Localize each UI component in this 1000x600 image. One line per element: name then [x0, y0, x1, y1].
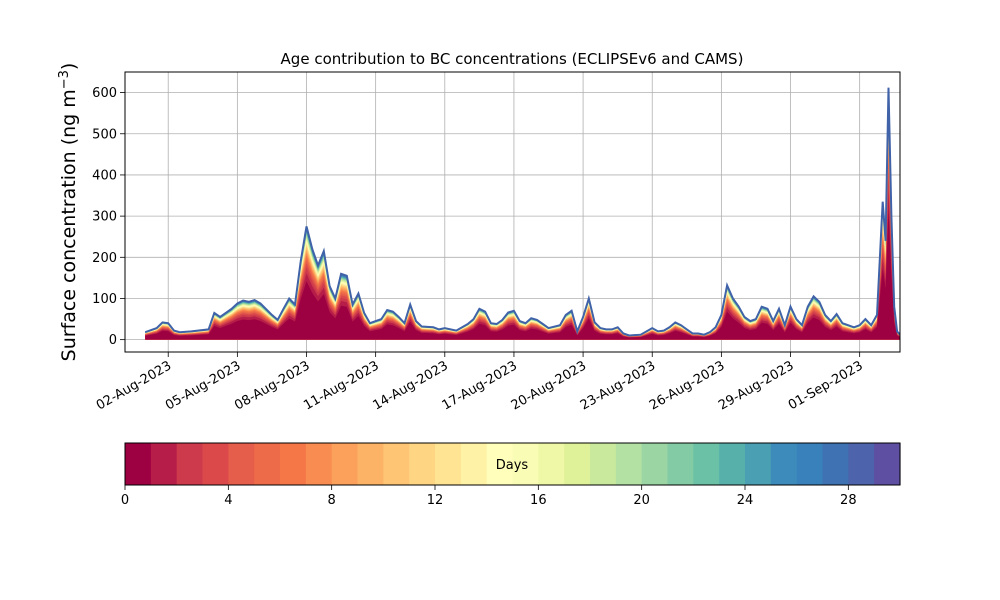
y-tick-label: 200: [92, 251, 117, 266]
colorbar-segment: [538, 443, 565, 485]
y-tick-label: 100: [92, 292, 117, 307]
colorbar-segment: [615, 443, 643, 485]
age-band-0: [145, 209, 900, 340]
colorbar-segment: [331, 443, 359, 485]
colorbar-segment: [719, 443, 746, 485]
y-tick-label: 400: [92, 168, 117, 183]
total-concentration-line: [144, 87, 900, 337]
colorbar-segment: [228, 443, 255, 485]
colorbar-segment: [254, 443, 281, 485]
colorbar-segment: [125, 443, 152, 485]
plot-frame: [124, 71, 901, 353]
colorbar-segment: [357, 443, 384, 485]
colorbar-tick-label: 28: [840, 493, 857, 508]
colorbar-segment: [383, 443, 410, 485]
colorbar-segment: [512, 443, 539, 485]
age-band-1: [145, 191, 900, 340]
colorbar-segment: [460, 443, 488, 485]
colorbar-tick-label: 0: [121, 493, 129, 508]
colorbar-segment: [770, 443, 798, 485]
colorbar-segment: [409, 443, 436, 485]
colorbar-frame: [124, 442, 901, 486]
age-band-2: [145, 179, 900, 340]
chart-title: Age contribution to BC concentrations (E…: [281, 50, 744, 68]
y-tick-label: 300: [92, 210, 117, 225]
colorbar-segment: [745, 443, 772, 485]
y-axis-label: Surface concentration (ng m−3): [57, 63, 81, 362]
colorbar-segment: [693, 443, 720, 485]
colorbar-tick-label: 4: [224, 493, 232, 508]
colorbar-axis: 0 4 8 12 16 20 24 28: [121, 485, 857, 508]
y-tick-label: 600: [92, 86, 117, 101]
colorbar-tick-label: 16: [530, 493, 547, 508]
y-tick-label: 500: [92, 127, 117, 142]
colorbar: [125, 443, 901, 485]
colorbar-tick-label: 8: [328, 493, 336, 508]
colorbar-segment: [435, 443, 462, 485]
age-band-5: [145, 156, 900, 340]
colorbar-segment: [486, 443, 514, 485]
colorbar-tick-label: 12: [427, 493, 444, 508]
colorbar-segment: [641, 443, 669, 485]
colorbar-label: Days: [496, 458, 529, 473]
colorbar-segment: [590, 443, 617, 485]
colorbar-segment: [176, 443, 204, 485]
age-band-3: [145, 170, 900, 340]
y-tick-label: 0: [109, 333, 117, 348]
colorbar-segment: [564, 443, 591, 485]
colorbar-segment: [667, 443, 694, 485]
colorbar-segment: [796, 443, 824, 485]
colorbar-tick-label: 20: [633, 493, 650, 508]
colorbar-tick-label: 24: [737, 493, 754, 508]
age-band-4: [145, 163, 900, 340]
colorbar-segment: [848, 443, 875, 485]
colorbar-segment: [822, 443, 849, 485]
colorbar-segment: [202, 443, 229, 485]
colorbar-segment: [280, 443, 307, 485]
colorbar-segment: [874, 443, 901, 485]
grid-lines: [125, 72, 900, 352]
colorbar-segment: [150, 443, 178, 485]
colorbar-segment: [305, 443, 333, 485]
y-axis: 0 100 200 300 400 500 600: [92, 86, 125, 348]
